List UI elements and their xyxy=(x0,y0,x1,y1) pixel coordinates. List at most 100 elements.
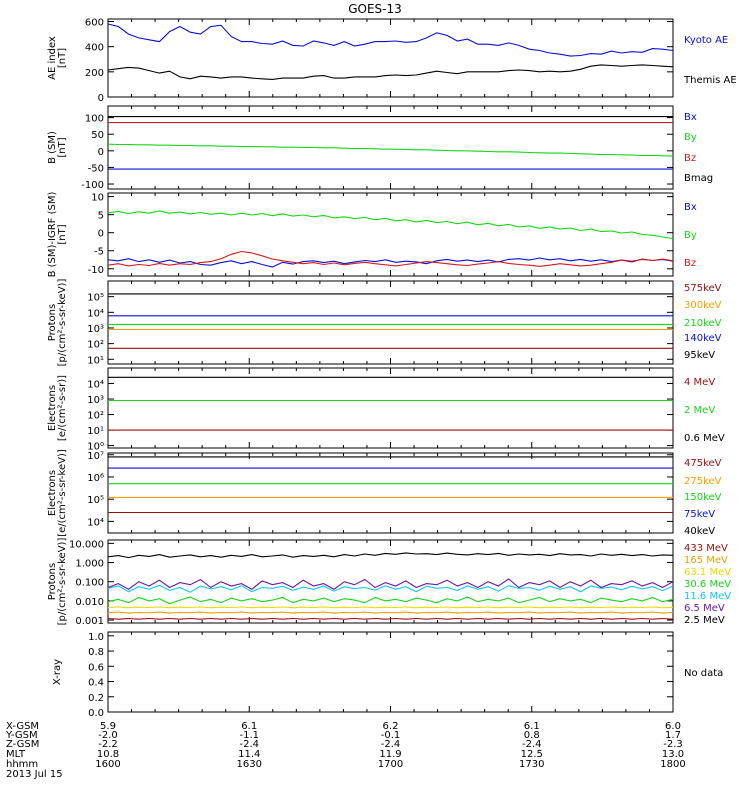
y-axis-label: Electrons xyxy=(47,470,58,516)
footer-value: 1800 xyxy=(660,759,685,770)
y-axis-label: [e/(cm²-s-sr)] xyxy=(57,375,68,441)
series-line-bx xyxy=(107,257,674,268)
series-line-6-5-mev xyxy=(107,578,674,590)
legend-label: 433 MeV xyxy=(684,543,728,554)
y-tick-label: 0 xyxy=(98,229,104,240)
panel-ae: 0 200 400 600 AE index [nT] Kyoto AE Themis AE xyxy=(47,18,737,104)
footer-value: 1730 xyxy=(519,759,544,770)
y-tick-label: 10² xyxy=(87,411,104,422)
y-axis-label: [p/(cm²-s-sr-keV)] xyxy=(57,279,68,367)
y-tick-label: 400 xyxy=(85,43,104,54)
legend-label: Bz xyxy=(684,153,696,164)
legend-label: 30.6 MeV xyxy=(684,579,731,590)
series-line-bz xyxy=(107,250,674,267)
legend-label: By xyxy=(684,132,697,143)
y-tick-label: 10³ xyxy=(87,395,104,406)
y-tick-label: 10¹ xyxy=(87,426,104,437)
y-tick-label: 0.8 xyxy=(88,647,104,658)
series-line-11-6-mev xyxy=(107,584,674,593)
y-tick-label: 0.6 xyxy=(88,662,104,673)
footer-value: 6.0 xyxy=(665,721,681,732)
y-tick-label: -100 xyxy=(81,180,104,191)
footer-value: 10.8 xyxy=(97,749,119,760)
series-line-30-6-mev xyxy=(107,596,674,605)
series-line-by xyxy=(107,210,674,240)
legend-label: 4 MeV xyxy=(684,377,715,388)
footer-value: 1600 xyxy=(95,759,120,770)
footer-value: 5.9 xyxy=(100,721,116,732)
series-line-433-mev xyxy=(107,617,674,620)
legend-label: Bx xyxy=(684,202,697,213)
panel-note: No data xyxy=(684,668,723,679)
y-axis-label: B (SM) xyxy=(47,131,58,164)
legend-label: Bx xyxy=(684,112,697,123)
y-axis-label: [nT] xyxy=(57,137,68,157)
series-line-kyoto-ae xyxy=(107,23,674,57)
footer-value: 11.4 xyxy=(238,749,260,760)
y-axis-label: B (SM)-IGRF (SM) xyxy=(47,192,58,278)
footer-row-label: 2013 Jul 15 xyxy=(6,769,63,780)
y-tick-label: 10 xyxy=(91,193,104,204)
footer-row-label: hhmm xyxy=(6,759,38,770)
footer-value: -2.2 xyxy=(98,739,118,750)
y-tick-label: 10⁵ xyxy=(87,293,104,304)
series-line-themis-ae xyxy=(107,64,674,80)
y-tick-label: 0.100 xyxy=(75,578,104,589)
panel-frame xyxy=(107,105,674,190)
footer-value: 1700 xyxy=(378,759,403,770)
footer-value: 6.1 xyxy=(524,721,540,732)
y-tick-label: 1.000 xyxy=(75,559,104,570)
footer-value: 6.2 xyxy=(383,721,399,732)
footer-value: 6.1 xyxy=(241,721,257,732)
legend-label: Kyoto AE xyxy=(684,35,728,46)
panel-bsm: 100 50 0 -50 -100 B (SM) [nT] Bx By Bz Bmag xyxy=(47,105,713,191)
legend-label: Bz xyxy=(684,258,696,269)
y-tick-label: 10⁵ xyxy=(87,495,104,506)
y-tick-label: 1.0 xyxy=(88,632,104,643)
series-line-by xyxy=(107,143,674,157)
y-tick-label: 10⁷ xyxy=(87,451,104,462)
legend-label: 2 MeV xyxy=(684,405,715,416)
y-tick-label: -10 xyxy=(88,265,104,276)
legend-label: 475keV xyxy=(684,458,722,469)
panel-xray: 1.0 0.8 0.6 0.4 0.2 0.0 X-ray No data xyxy=(52,631,723,719)
footer-row-label: Y-GSM xyxy=(5,730,38,741)
legend-label: 300keV xyxy=(684,300,722,311)
legend-label: Themis AE xyxy=(683,75,737,86)
y-tick-label: 200 xyxy=(85,68,104,79)
legend-label: 63.1 MeV xyxy=(684,567,731,578)
y-axis-label: Protons xyxy=(47,563,58,600)
y-tick-label: 100 xyxy=(85,114,104,125)
panel-frame xyxy=(107,452,674,534)
footer-value: -2.0 xyxy=(98,730,118,741)
footer-row-label: Z-GSM xyxy=(6,739,39,750)
y-tick-label: 10⁶ xyxy=(87,473,104,484)
legend-label: 95keV xyxy=(684,350,715,361)
panel-frame xyxy=(107,367,674,449)
y-tick-label: -50 xyxy=(88,163,104,174)
footer-value: 12.5 xyxy=(521,749,543,760)
y-axis-label: [nT] xyxy=(57,224,68,244)
panel-protons_low: 10¹ 10² 10³ 10⁴ 10⁵ Protons [p/(cm²-s-sr-keV)]… xyxy=(47,279,722,367)
legend-label: By xyxy=(684,230,697,241)
y-axis-label: AE index xyxy=(47,36,58,80)
footer-row-label: X-GSM xyxy=(6,721,39,732)
y-tick-label: 0 xyxy=(98,147,104,158)
y-axis-label: X-ray xyxy=(52,659,63,685)
footer-value: -2.4 xyxy=(381,739,401,750)
footer-value: -2.3 xyxy=(663,739,683,750)
footer-row-label: MLT xyxy=(6,749,26,760)
footer-value: -0.1 xyxy=(381,730,401,741)
legend-label: 165 MeV xyxy=(684,555,728,566)
plot-title: GOES-13 xyxy=(348,2,402,16)
panel-frame xyxy=(107,631,674,713)
series-line-63-1-mev xyxy=(107,606,674,609)
y-tick-label: 10⁴ xyxy=(87,380,104,391)
legend-label: 150keV xyxy=(684,492,722,503)
panel-bigrf: 10 5 0 -5 -10 B (SM)-IGRF (SM) [nT] Bx By Bz xyxy=(47,192,697,278)
y-tick-label: 10¹ xyxy=(87,355,104,366)
y-tick-label: 10⁴ xyxy=(87,308,104,319)
